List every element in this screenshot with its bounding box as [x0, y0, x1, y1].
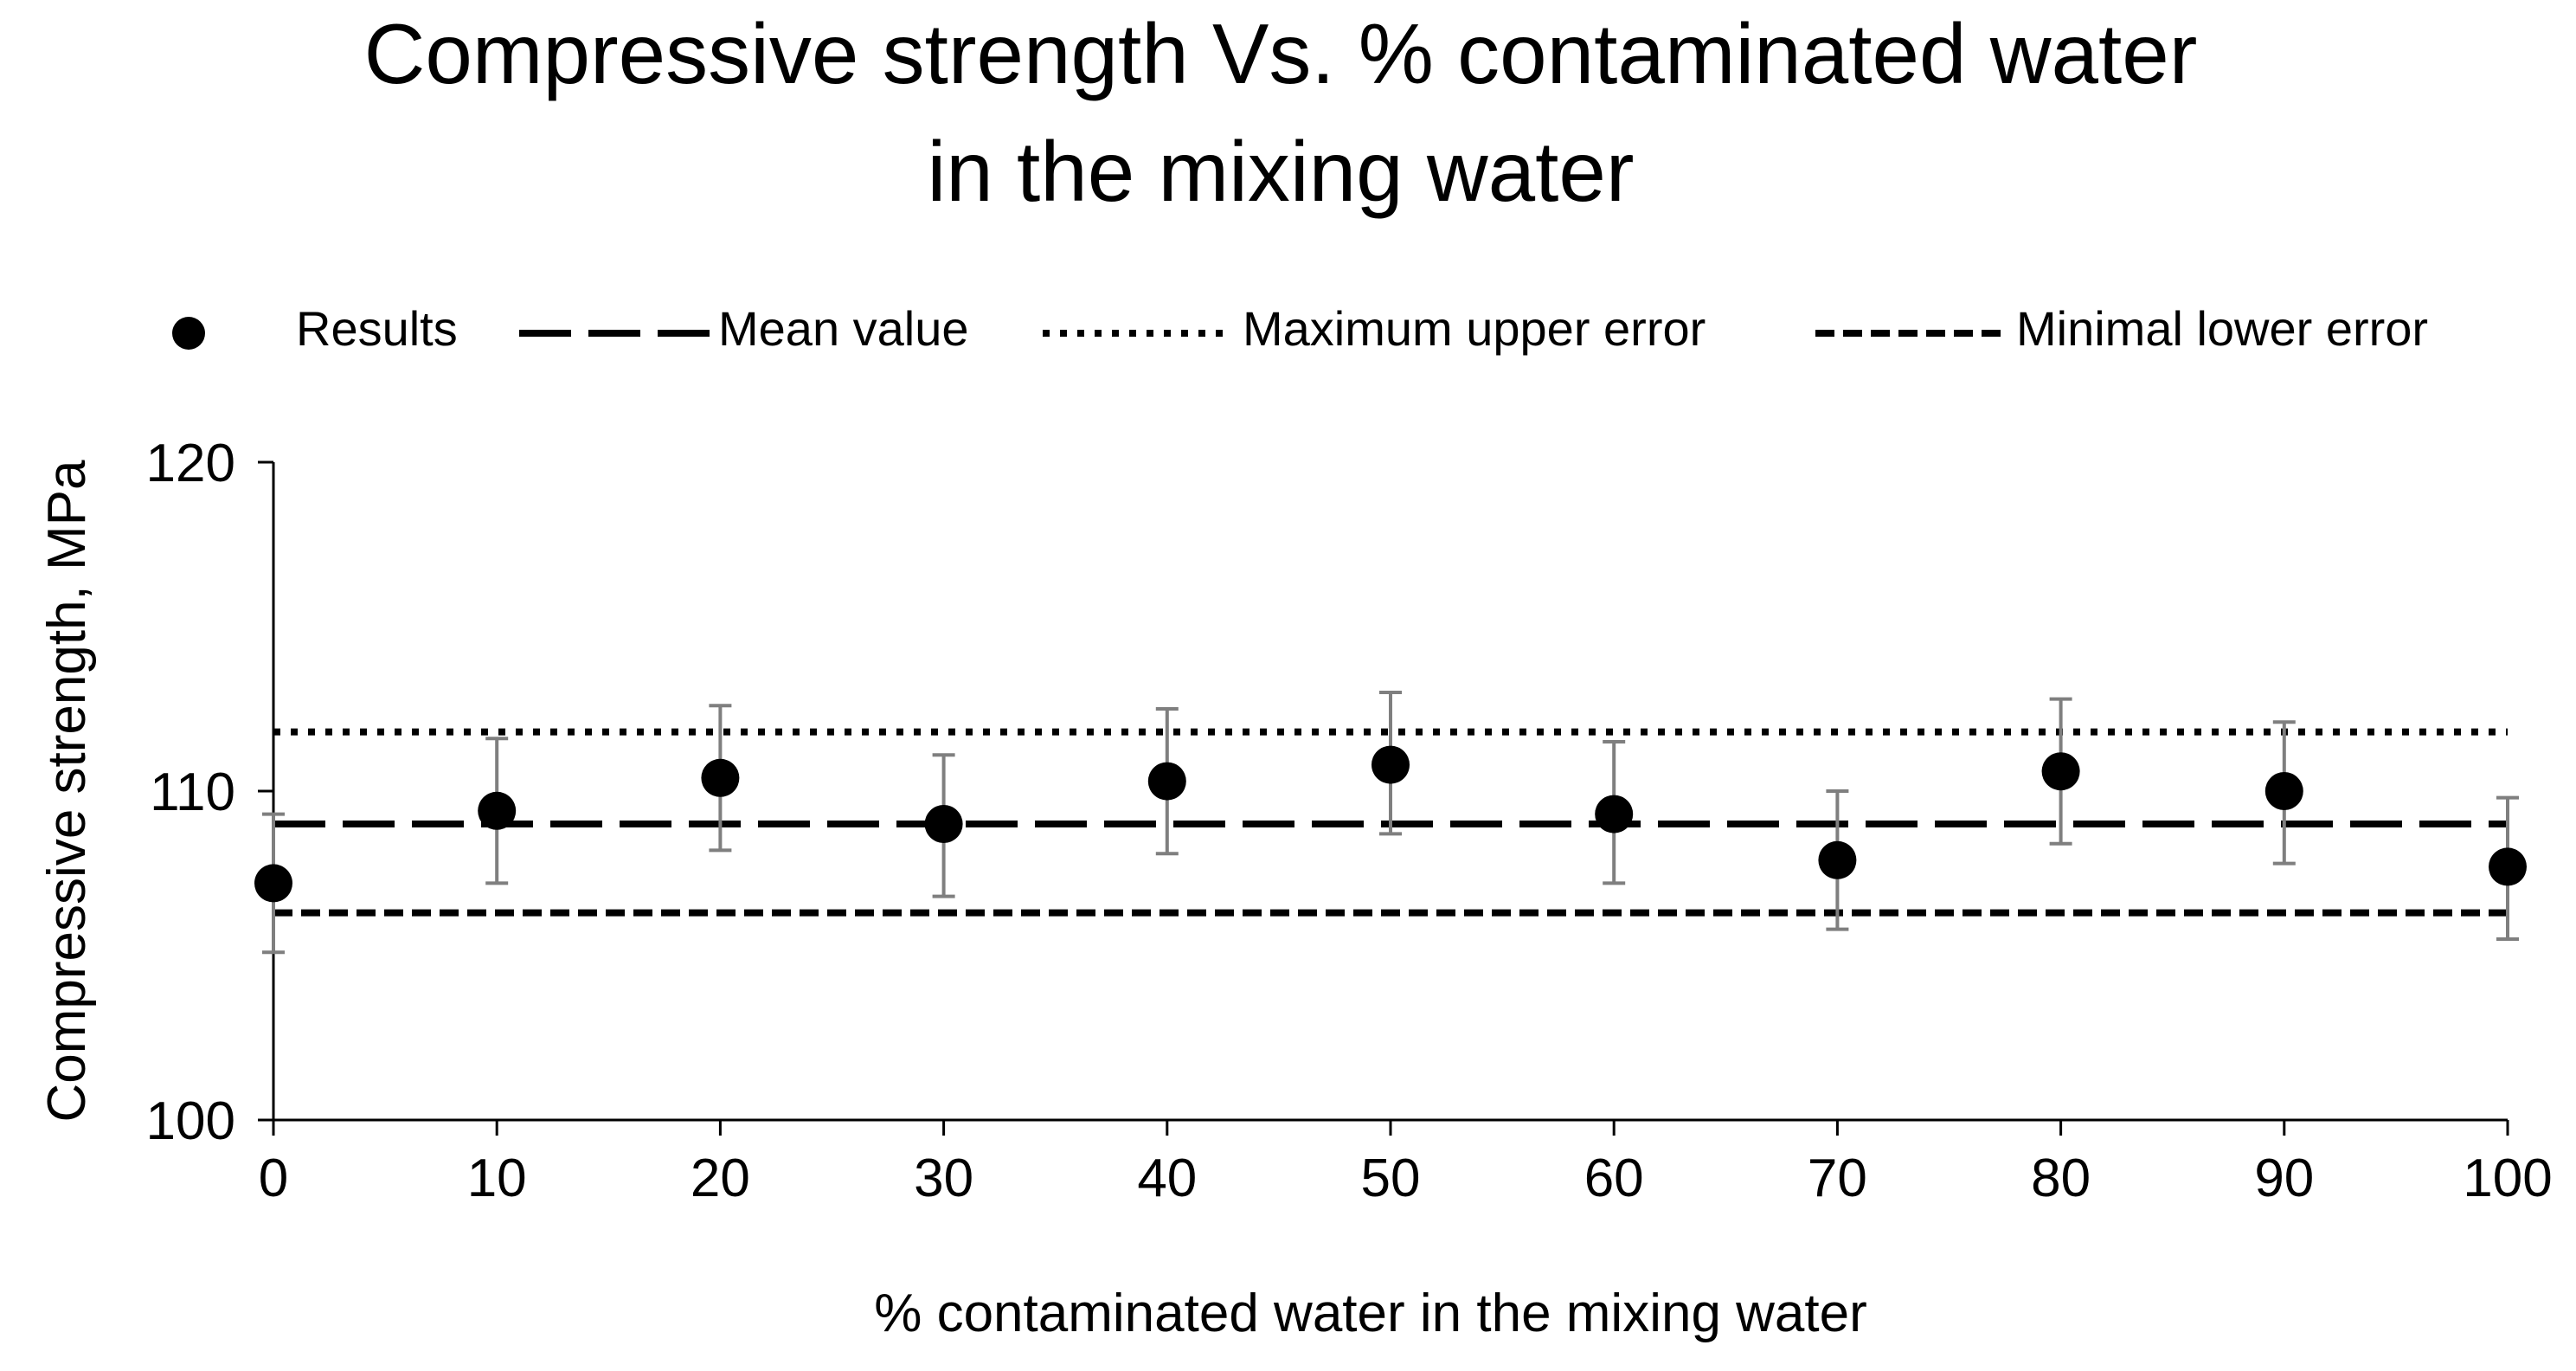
x-tick-label: 20 [691, 1149, 750, 1208]
data-point [254, 864, 292, 903]
legend: Results Mean value Maximum upper error M… [172, 301, 2428, 356]
x-tick-label: 100 [2463, 1149, 2552, 1208]
x-tick-label: 50 [1361, 1149, 1421, 1208]
data-point [701, 758, 740, 797]
x-tick-label: 30 [914, 1149, 973, 1208]
legend-results-label: Results [296, 301, 458, 356]
y-ticks: 100 110 120 [146, 434, 273, 1151]
x-tick-label: 80 [2031, 1149, 2091, 1208]
chart-title: Compressive strength Vs. % contaminated … [364, 6, 2198, 219]
data-point [2489, 847, 2527, 886]
data-points [254, 745, 2527, 903]
chart-title-line-1: Compressive strength Vs. % contaminated … [364, 6, 2198, 101]
data-point [1372, 745, 1410, 784]
x-tick-label: 90 [2254, 1149, 2314, 1208]
x-tick-label: 10 [467, 1149, 527, 1208]
x-tick-label: 40 [1137, 1149, 1197, 1208]
data-point [924, 805, 963, 843]
legend-mean-label: Mean value [718, 301, 969, 356]
data-point [2264, 772, 2303, 810]
x-tick-label: 0 [259, 1149, 288, 1208]
x-axis-label: % contaminated water in the mixing water [874, 1284, 1867, 1343]
legend-results-marker [172, 317, 205, 350]
y-tick-label: 100 [146, 1091, 235, 1151]
axes: 100 110 120 0 10 20 30 40 50 60 70 80 90 100 [146, 434, 2553, 1208]
y-tick-label: 110 [150, 763, 235, 822]
data-point [1818, 840, 1857, 879]
x-tick-label: 60 [1584, 1149, 1644, 1208]
data-point [478, 791, 517, 830]
y-axis-label: Compressive strength, MPa [37, 460, 97, 1122]
data-point [2041, 752, 2080, 791]
data-point [1147, 762, 1186, 801]
x-tick-label: 70 [1808, 1149, 1867, 1208]
data-point [1595, 795, 1634, 834]
legend-min-lower-label: Minimal lower error [2016, 301, 2428, 356]
x-ticks: 0 10 20 30 40 50 60 70 80 90 100 [259, 1120, 2553, 1208]
chart-title-line-2: in the mixing water [927, 124, 1634, 219]
legend-max-upper-label: Maximum upper error [1243, 301, 1706, 356]
y-tick-label: 120 [146, 434, 235, 493]
